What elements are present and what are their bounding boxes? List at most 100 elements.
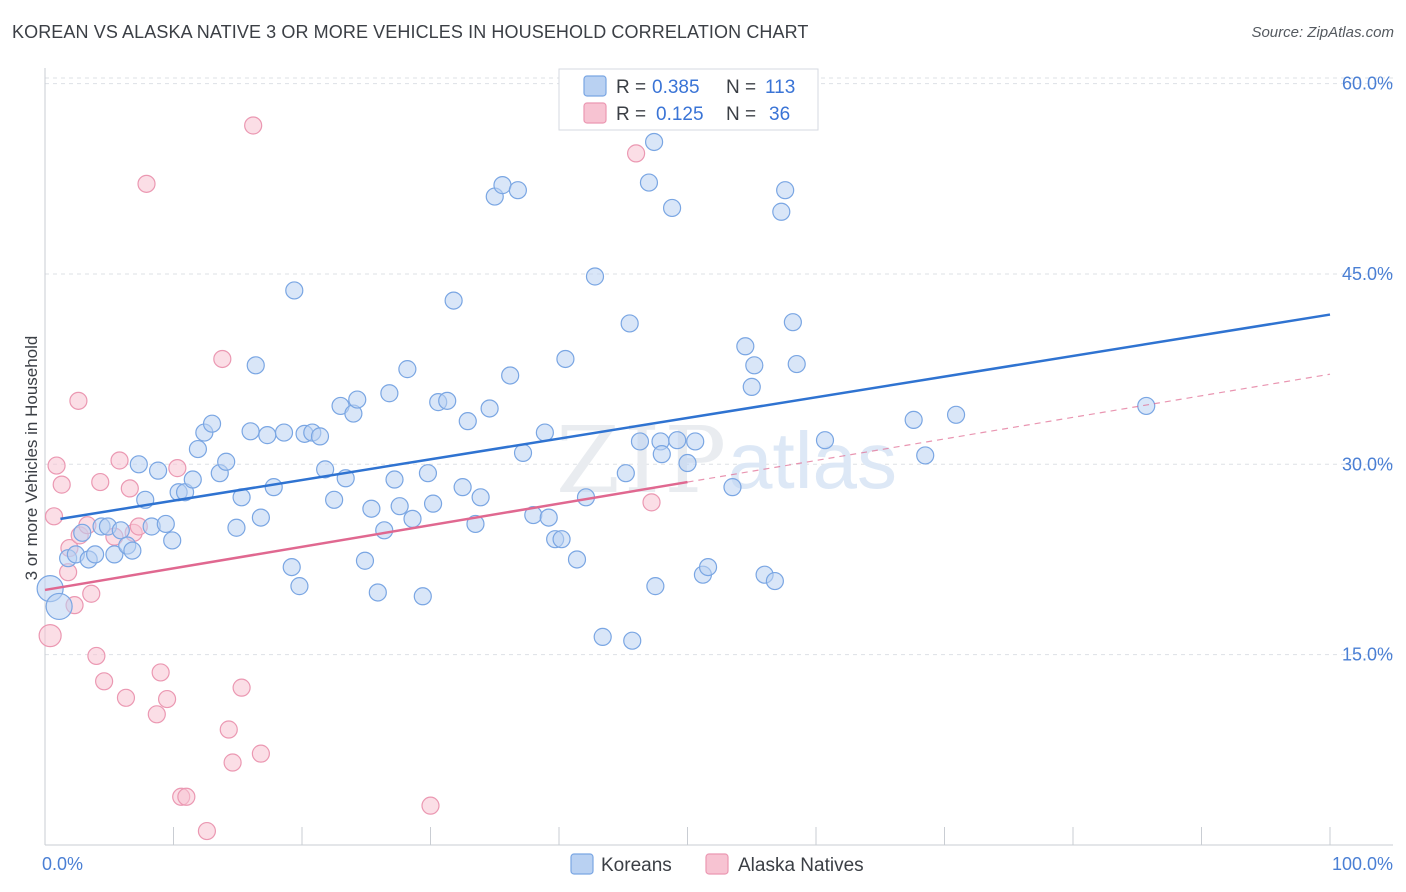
alaska-native-point: [120, 479, 139, 498]
correlation-legend: R = 0.385 N = 113 R = 0.125 N = 36: [558, 68, 819, 131]
korean-point: [567, 550, 587, 569]
korean-point: [742, 377, 761, 396]
korean-point: [815, 431, 835, 450]
korean-point: [493, 176, 512, 195]
alaska-native-point: [157, 689, 177, 709]
koreans-points: [36, 132, 1156, 650]
korean-point: [290, 577, 309, 596]
korean-point: [282, 557, 301, 577]
korean-point: [274, 423, 294, 442]
koreans-trend-line: [60, 313, 1331, 521]
korean-point: [501, 366, 520, 385]
legend-n-value-1: 113: [765, 77, 795, 98]
chart-title: KOREAN VS ALASKA NATIVE 3 OR MORE VEHICL…: [12, 22, 809, 42]
korean-point: [148, 461, 168, 480]
bottom-legend-koreans: Koreans: [601, 855, 672, 876]
alaska-native-point: [151, 663, 170, 682]
alaska-native-point: [147, 705, 166, 724]
alaska-native-point: [44, 507, 64, 526]
korean-point: [264, 478, 283, 497]
korean-point: [123, 541, 142, 560]
alaska-native-point: [219, 720, 238, 739]
alaska-native-point: [137, 174, 156, 193]
korean-point: [375, 521, 394, 540]
korean-point: [593, 627, 612, 646]
trend-lines: [44, 313, 1331, 592]
korean-point: [156, 514, 175, 534]
x-tick-labels: 0.0% 100.0%: [42, 854, 1393, 874]
legend-n-value-2: 36: [769, 104, 790, 125]
korean-point: [227, 518, 246, 537]
axes-layer: [44, 68, 1393, 846]
alaska-native-point: [213, 349, 232, 369]
korean-point: [765, 571, 784, 591]
korean-point: [686, 432, 705, 451]
alaska-native-point: [223, 753, 242, 772]
korean-point: [202, 414, 222, 433]
korean-point: [418, 464, 438, 483]
korean-point: [513, 443, 533, 462]
korean-point: [368, 583, 387, 602]
series-legend: Koreans Alaska Natives: [570, 853, 864, 876]
korean-point: [620, 314, 639, 333]
korean-point: [783, 313, 802, 332]
bottom-legend-swatch-koreans: [570, 853, 594, 875]
korean-point: [552, 530, 571, 549]
y-tick-label: 60.0%: [1342, 74, 1393, 94]
korean-point: [616, 464, 635, 483]
korean-point: [183, 470, 202, 489]
korean-point: [246, 356, 265, 375]
alaska-native-point: [52, 475, 71, 494]
korean-point: [556, 349, 575, 369]
korean-point: [45, 592, 73, 621]
korean-point: [325, 490, 344, 509]
korean-point: [646, 577, 665, 596]
korean-point: [403, 509, 422, 528]
alaska-native-point: [38, 624, 62, 648]
korean-point: [453, 478, 472, 497]
korean-point: [105, 545, 124, 564]
alaska-native-point: [47, 456, 66, 475]
korean-point: [348, 390, 367, 409]
y-tick-label: 30.0%: [1342, 454, 1393, 474]
korean-point: [355, 551, 375, 570]
korean-point: [736, 337, 755, 356]
alaska-native-point: [626, 144, 646, 163]
legend-r-value-1: 0.385: [652, 77, 700, 98]
korean-point: [413, 587, 432, 606]
korean-point: [639, 173, 659, 192]
alaska-native-point: [91, 472, 110, 492]
alaska-native-point: [168, 459, 187, 478]
korean-point: [385, 470, 404, 489]
legend-r-label-2: R =: [616, 104, 646, 125]
korean-point: [652, 445, 671, 464]
korean-point: [73, 523, 92, 542]
korean-point: [1137, 396, 1156, 416]
korean-point: [698, 557, 718, 577]
korean-point: [772, 202, 791, 221]
korean-point: [438, 391, 457, 410]
korean-point: [251, 508, 270, 527]
alaska-natives-trend-line: [44, 480, 688, 592]
korean-point: [539, 508, 558, 527]
y-axis-label: 3 or more Vehicles in Household: [22, 336, 41, 581]
legend-swatch-alaska-natives: [583, 102, 607, 124]
x-tick-label: 0.0%: [42, 854, 83, 874]
y-tick-label: 45.0%: [1342, 264, 1393, 284]
alaska-native-point: [87, 646, 106, 666]
alaska-natives-trend-extension: [687, 373, 1331, 483]
source-credit: Source: ZipAtlas.com: [1251, 24, 1394, 41]
korean-point: [458, 412, 477, 431]
legend-n-label-2: N =: [726, 104, 756, 125]
korean-point: [188, 439, 208, 459]
korean-point: [723, 478, 742, 497]
korean-point: [380, 384, 399, 403]
alaska-native-point: [232, 678, 251, 697]
legend-n-label-1: N =: [726, 77, 756, 98]
korean-point: [662, 198, 682, 218]
korean-point: [398, 360, 417, 379]
korean-point: [217, 452, 236, 471]
korean-point: [678, 453, 697, 473]
korean-point: [776, 181, 795, 200]
korean-point: [787, 354, 806, 374]
